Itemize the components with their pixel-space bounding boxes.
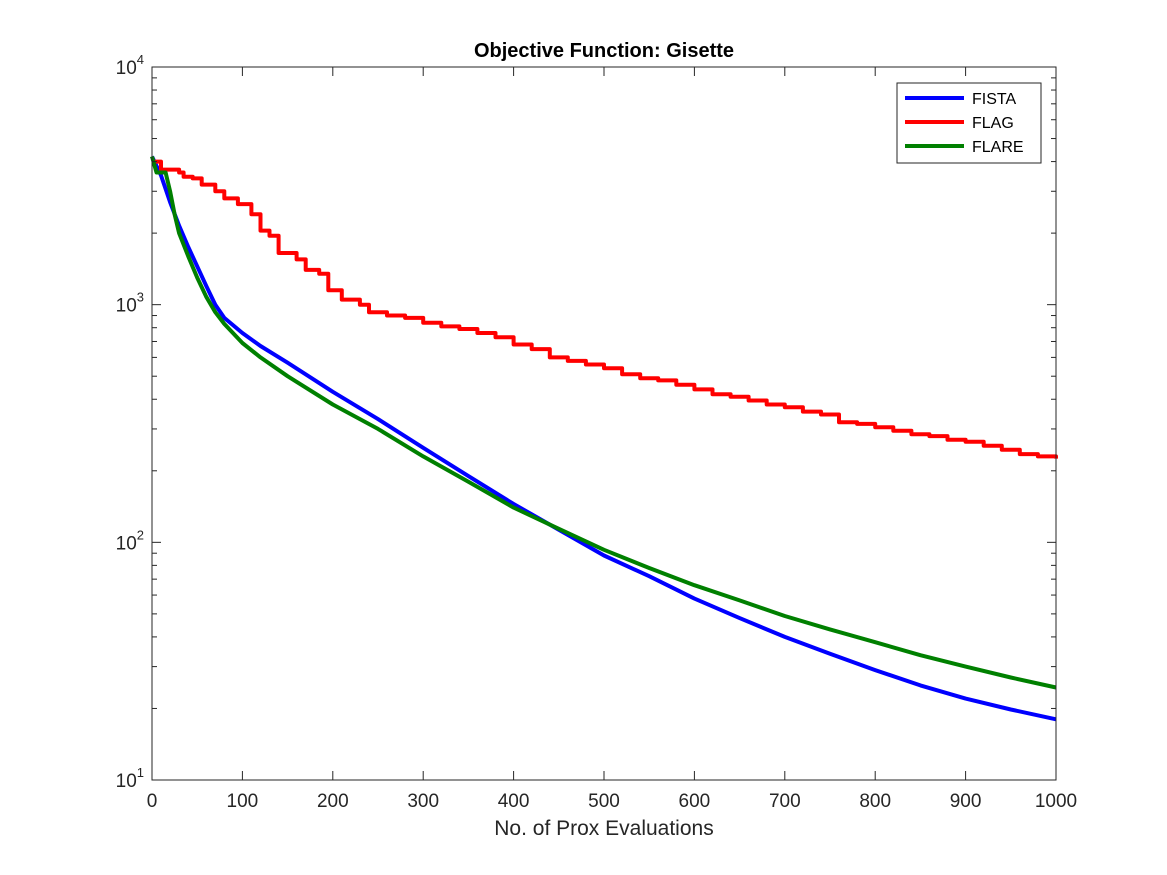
legend-label-fista: FISTA xyxy=(972,91,1016,108)
x-tick-label: 0 xyxy=(147,791,158,812)
series-line-fista xyxy=(150,155,1057,722)
y-tick-base: 10 xyxy=(116,58,137,79)
y-tick-label: 101 xyxy=(116,765,144,792)
plot-area xyxy=(152,67,1056,780)
y-tick-exponent: 4 xyxy=(137,52,144,67)
x-tick-label: 400 xyxy=(498,791,530,812)
x-tick-label: 300 xyxy=(407,791,439,812)
y-tick-exponent: 1 xyxy=(137,765,144,780)
x-tick-label: 800 xyxy=(859,791,891,812)
x-axis-label: No. of Prox Evaluations xyxy=(494,817,713,840)
legend-label-flag: FLAG xyxy=(972,115,1014,132)
y-tick-label: 102 xyxy=(116,527,144,554)
y-tick-base: 10 xyxy=(116,771,137,792)
x-tick-label: 700 xyxy=(769,791,801,812)
y-tick-exponent: 2 xyxy=(137,527,144,542)
chart-title: Objective Function: Gisette xyxy=(474,40,734,62)
x-tick-label: 1000 xyxy=(1035,791,1077,812)
y-tick-label: 104 xyxy=(116,52,144,79)
y-tick-label: 103 xyxy=(116,290,144,317)
legend: FISTA FLAG FLARE xyxy=(896,82,1042,164)
y-tick-base: 10 xyxy=(116,533,137,554)
legend-label-flare: FLARE xyxy=(972,139,1024,156)
plot-frame xyxy=(151,66,1057,781)
x-tick-label: 200 xyxy=(317,791,349,812)
series-line-flare xyxy=(150,155,1057,690)
series-line-flag xyxy=(152,159,1058,459)
x-tick-label: 500 xyxy=(588,791,620,812)
y-tick-exponent: 3 xyxy=(137,290,144,305)
x-tick-label: 900 xyxy=(950,791,982,812)
ticks-layer: 0 100 200 300 400 500 600 700 800 900 100010110210… xyxy=(116,52,1078,812)
y-tick-base: 10 xyxy=(116,296,137,317)
x-tick-label: 100 xyxy=(227,791,259,812)
x-tick-label: 600 xyxy=(679,791,711,812)
series-layer xyxy=(150,155,1058,722)
